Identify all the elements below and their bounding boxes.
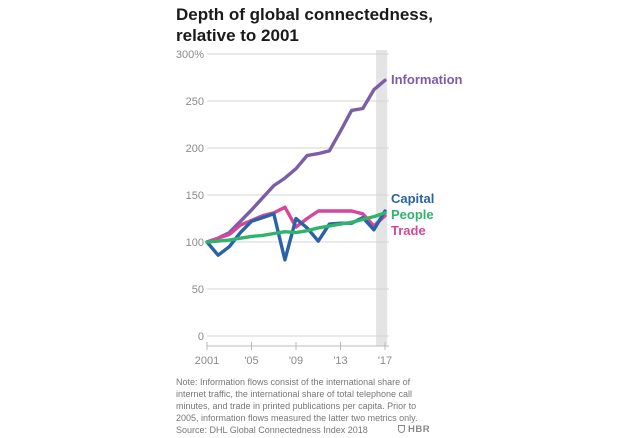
y-tick-label: 200 xyxy=(186,143,204,155)
series-line-people xyxy=(205,211,387,244)
series-line-trade xyxy=(205,205,387,244)
y-tick-label: 250 xyxy=(186,96,204,108)
note-line-1: Note: Information flows consist of the i… xyxy=(176,377,411,387)
line-chart: 0 50 100 150 200 250 300% 2001 '05 '09 '13 '17 Infor… xyxy=(176,49,463,367)
series-label-information: Information xyxy=(391,72,463,87)
hbr-logo: HBR xyxy=(398,424,430,435)
series-label-capital: Capital xyxy=(391,191,434,206)
shield-icon xyxy=(398,425,405,433)
y-tick-label: 300% xyxy=(176,49,204,61)
y-tick-label: 150 xyxy=(186,190,204,202)
chart-title-line-1: Depth of global connectedness, xyxy=(176,5,433,24)
y-tick-label: 0 xyxy=(198,331,204,343)
brand-label: HBR xyxy=(408,424,431,435)
x-tick-label: '17 xyxy=(378,355,392,367)
series-label-trade: Trade xyxy=(391,223,426,238)
note-line-4: 2005, information flows measured the lat… xyxy=(176,413,418,423)
x-tick-label: '13 xyxy=(333,355,347,367)
y-tick-label: 50 xyxy=(192,284,204,296)
x-tick-label: '09 xyxy=(289,355,303,367)
series-line-information xyxy=(205,78,387,244)
series-label-people: People xyxy=(391,207,434,222)
x-tick-label: 2001 xyxy=(195,355,219,367)
source-line: Source: DHL Global Connectedness Index 2… xyxy=(176,425,368,435)
chart-title-line-2: relative to 2001 xyxy=(176,26,299,45)
note-line-2: internet traffic, the international shar… xyxy=(176,389,412,399)
chart-note: Note: Information flows consist of the i… xyxy=(176,376,436,436)
note-line-3: minutes, and trade in printed publicatio… xyxy=(176,401,417,411)
x-tick-label: '05 xyxy=(244,355,258,367)
y-tick-label: 100 xyxy=(186,237,204,249)
shaded-region xyxy=(376,50,388,346)
series-line-capital xyxy=(205,209,387,262)
chart-title: Depth of global connectedness, relative … xyxy=(176,4,436,46)
